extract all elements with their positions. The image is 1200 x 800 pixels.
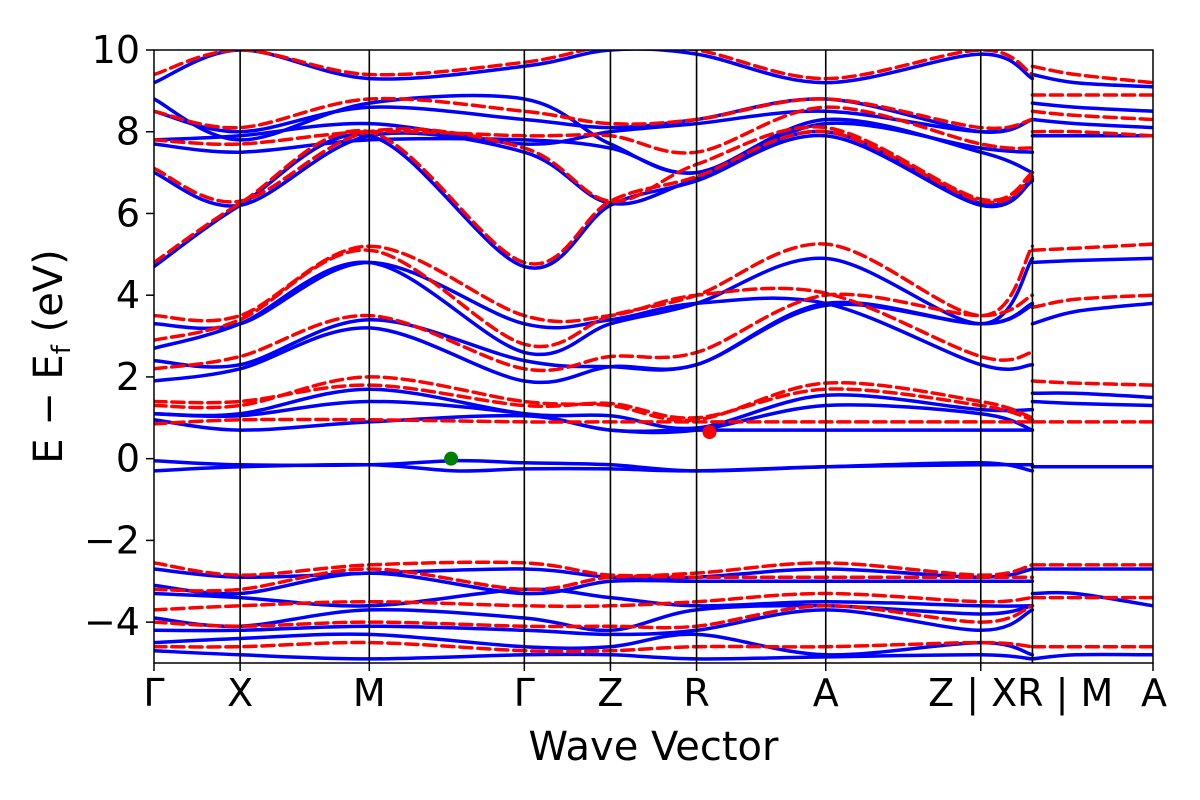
blue-solid-band-26	[1030, 391, 1153, 400]
x-tick-label: Γ	[514, 671, 535, 715]
red-dashed-band-20	[1030, 129, 1153, 138]
blue-solid-band-5	[154, 300, 1035, 385]
y-axis-title: E − Ef (eV)	[26, 249, 77, 464]
blue-solid-band-14	[154, 93, 1035, 175]
blue-solid-band-30	[1030, 101, 1153, 114]
x-tick-label: M	[353, 671, 386, 715]
blue-solid-band-31	[1030, 72, 1153, 89]
kpoint-lines-layer	[239, 50, 1034, 663]
y-tick-label: 2	[116, 355, 140, 399]
blue-solid-band-13	[154, 97, 1035, 134]
red-dashed-band-16	[1030, 242, 1153, 252]
red-dashed-band-23	[1030, 64, 1153, 85]
y-tick-label: 6	[116, 191, 140, 235]
bands-layer	[154, 50, 1153, 661]
blue-solid-band-9	[154, 132, 1035, 270]
red-dashed-band-0	[154, 417, 1035, 426]
x-tick-label: A	[1141, 671, 1167, 715]
blue-solid-band-24	[1030, 256, 1153, 265]
x-tick-label: A	[813, 671, 839, 715]
x-tick-label: X	[227, 671, 253, 715]
x-axis-title: Wave Vector	[529, 724, 780, 770]
red-dashed-band-18	[1030, 379, 1153, 387]
y-tick-label: 0	[116, 437, 140, 481]
plot-frame	[153, 49, 1154, 664]
x-ticks: Γ X M Γ Z R A Z | XR | M A	[143, 663, 1167, 716]
y-axis-title-main: E − E	[26, 354, 72, 464]
x-tick-label: Z | XR | M	[928, 671, 1113, 716]
red-dashed-band-21	[1030, 109, 1153, 122]
y-tick-label: 8	[116, 110, 140, 154]
y-axis-title-subscript: f	[47, 344, 77, 354]
blue-solid-band-25	[1030, 301, 1153, 326]
red-dashed-band-6	[154, 128, 1035, 266]
red-dashed-band-10	[154, 50, 1035, 81]
blue-solid-band-1	[154, 462, 1035, 473]
x-tick-label: R	[683, 671, 709, 715]
red-dashed-band-7	[154, 125, 1035, 204]
red-dashed-band-5	[154, 244, 1035, 362]
y-ticks: 10 8 6 4 2 0 −2 −4	[84, 28, 154, 644]
x-tick-label: Z	[597, 671, 623, 715]
blue-solid-band-27	[1030, 399, 1153, 408]
y-tick-label: −4	[84, 600, 140, 644]
blue-solid-band-33	[1030, 590, 1153, 608]
blue-solid-band-29	[1030, 117, 1153, 130]
red-dashed-band-17	[1030, 293, 1153, 310]
markers-layer	[444, 425, 717, 466]
y-tick-label: 4	[116, 273, 140, 317]
y-tick-label: −2	[84, 518, 140, 562]
y-tick-label: 10	[92, 28, 140, 72]
x-tick-label: Γ	[143, 671, 164, 715]
y-axis-title-unit: (eV)	[26, 249, 72, 345]
point-marker-0	[444, 451, 459, 466]
blue-solid-band-34	[1030, 652, 1153, 661]
point-marker-1	[702, 425, 717, 440]
blue-solid-band-8	[154, 260, 1035, 371]
